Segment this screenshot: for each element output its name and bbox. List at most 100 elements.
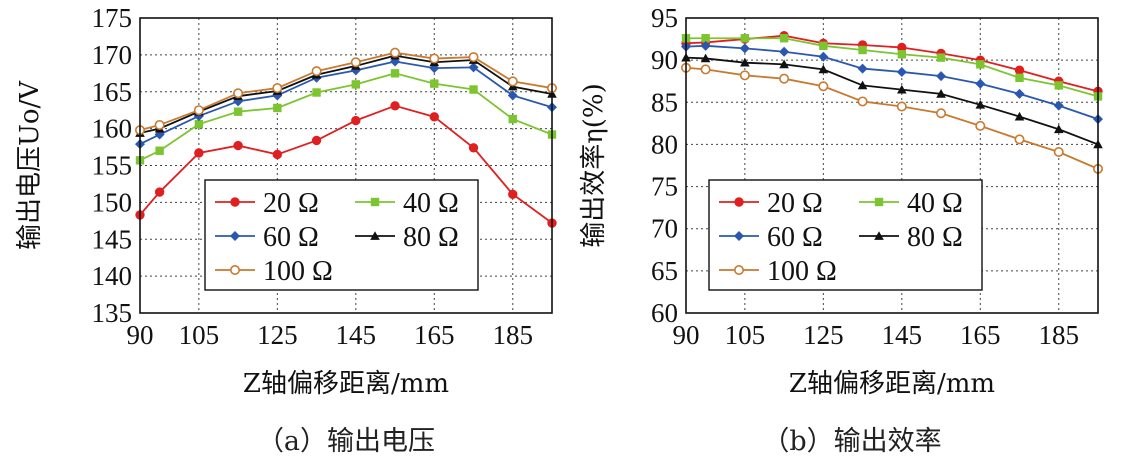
data-point <box>818 81 829 92</box>
data-point <box>1014 88 1025 99</box>
data-point <box>739 43 750 54</box>
legend-label: 40 Ω <box>907 188 963 219</box>
data-point <box>819 41 828 51</box>
data-point <box>351 80 361 89</box>
y-tick-label: 135 <box>92 298 133 328</box>
x-tick-label: 165 <box>414 320 455 350</box>
panel-caption: （a）输出电压 <box>257 426 435 457</box>
legend-label: 100 Ω <box>263 256 333 287</box>
data-point <box>194 120 204 129</box>
y-tick-label: 150 <box>92 187 133 217</box>
data-point <box>507 90 518 101</box>
legend-label: 60 Ω <box>263 222 319 253</box>
x-tick-label: 125 <box>803 320 844 350</box>
x-tick-label: 165 <box>960 320 1001 350</box>
data-point <box>351 115 361 126</box>
legend-marker <box>370 197 380 207</box>
legend-marker <box>874 231 884 240</box>
legend-item: 80 Ω <box>355 222 459 253</box>
data-point <box>272 83 283 94</box>
data-point <box>779 59 789 69</box>
y-tick-label: 85 <box>651 87 678 117</box>
data-point <box>469 85 478 94</box>
legend-marker <box>230 264 241 275</box>
legend-marker <box>370 231 380 240</box>
data-point <box>858 45 867 55</box>
data-point <box>896 66 907 77</box>
data-point <box>312 88 321 97</box>
series-line <box>685 66 1099 170</box>
data-point <box>194 148 204 158</box>
data-point <box>154 187 165 197</box>
legend-label: 20 Ω <box>263 188 319 219</box>
data-point <box>233 88 244 99</box>
data-point <box>430 79 439 88</box>
data-point <box>857 96 868 107</box>
legend-box <box>204 179 479 291</box>
y-tick-label: 60 <box>651 298 678 328</box>
data-point <box>701 34 710 43</box>
data-point <box>779 73 790 84</box>
data-point <box>1014 111 1025 121</box>
data-point <box>193 105 204 116</box>
series-line <box>686 37 1099 98</box>
data-point <box>857 80 868 90</box>
y-tick-label: 160 <box>92 114 133 144</box>
y-tick-label: 90 <box>651 45 678 75</box>
x-tick-label: 105 <box>725 320 766 350</box>
legend-marker <box>874 197 884 207</box>
data-point <box>739 70 750 81</box>
data-point <box>1053 124 1064 134</box>
plot-frame <box>685 17 1099 314</box>
legend-item: 80 Ω <box>859 222 963 253</box>
series-line <box>139 51 553 131</box>
legend-item: 100 Ω <box>719 256 837 287</box>
data-point <box>857 63 868 74</box>
x-axis-label: Z轴偏移距离/mm <box>789 369 995 399</box>
data-point <box>1053 147 1064 158</box>
data-point <box>155 146 164 155</box>
data-point <box>700 53 711 63</box>
data-point <box>233 107 243 116</box>
data-point <box>896 101 907 112</box>
legend-box <box>708 179 983 291</box>
y-tick-label: 65 <box>651 256 678 286</box>
x-tick-label: 185 <box>1039 320 1080 350</box>
data-point <box>740 34 750 43</box>
legend-item: 20 Ω <box>719 188 823 219</box>
data-point <box>818 64 829 74</box>
legend-item: 20 Ω <box>215 188 319 219</box>
data-point <box>700 40 711 51</box>
legend-label: 60 Ω <box>767 222 823 253</box>
y-tick-label: 75 <box>651 172 678 202</box>
legend-marker <box>734 197 744 207</box>
x-tick-label: 145 <box>336 320 377 350</box>
series-line <box>139 60 553 145</box>
data-point <box>390 69 400 78</box>
data-point <box>1054 81 1063 90</box>
data-point <box>508 114 517 124</box>
data-point <box>311 135 322 146</box>
data-point <box>468 62 479 73</box>
series-line <box>685 34 1099 93</box>
data-point <box>1014 65 1025 75</box>
x-axis-label: Z轴偏移距离/mm <box>243 369 449 399</box>
series-line <box>685 56 1099 146</box>
legend-item: 40 Ω <box>355 188 459 219</box>
y-tick-label: 70 <box>651 214 678 244</box>
legend-label: 100 Ω <box>767 256 837 287</box>
series-line <box>685 44 1099 120</box>
data-point <box>936 108 947 119</box>
data-point <box>936 53 946 62</box>
data-point <box>311 66 322 77</box>
legend-item: 100 Ω <box>215 256 333 287</box>
x-tick-label: 185 <box>493 320 534 350</box>
data-point <box>272 149 283 160</box>
x-tick-label: 105 <box>179 320 220 350</box>
data-point <box>1053 100 1064 111</box>
data-point <box>468 52 479 63</box>
data-point <box>154 119 165 130</box>
data-point <box>390 47 401 58</box>
x-tick-label: 90 <box>673 320 700 350</box>
legend-marker <box>734 231 744 241</box>
